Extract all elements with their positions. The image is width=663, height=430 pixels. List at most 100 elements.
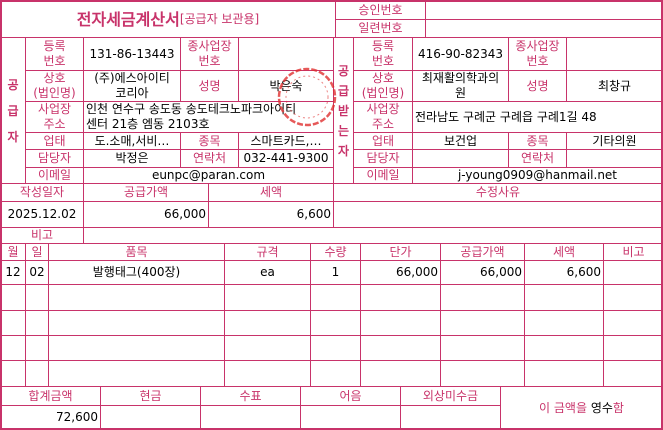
item-cell [310,310,361,336]
side-char: 자 [337,143,350,158]
side-char: 급 [7,103,19,118]
receiver-subno-label: 종사업장 번호 [508,37,567,71]
supplier-company-label: 상호 (법인명) [25,70,84,102]
receipt-statement: 이 금액을 영수 함 [500,386,663,430]
item-cell [524,310,604,336]
item-cell [25,360,49,387]
item-cell [440,335,525,361]
receiver-phone-label: 연락처 [508,149,567,168]
items-header-cell: 규격 [224,243,311,261]
receiver-phone [566,149,663,168]
item-cell: 12 [0,260,26,285]
item-cell [603,284,663,311]
summary-header-tax: 세액 [208,183,334,202]
total-amount: 72,600 [0,405,101,430]
check-header: 수표 [200,386,301,406]
supply-amount: 66,000 [83,201,209,228]
cash-header: 현금 [100,386,201,406]
receiver-company: 최재활의학과의 원 [412,70,509,102]
item-cell [440,284,525,311]
receiver-bizitem-label: 종목 [508,132,567,150]
item-cell [25,335,49,361]
item-cell [360,335,441,361]
receiver-company-label: 상호 (법인명) [353,70,413,102]
items-header-cell: 일 [25,243,49,261]
item-cell [310,284,361,311]
invoice-title: 전자세금계산서 [공급자 보관용] [0,0,336,38]
item-cell [0,335,26,361]
supplier-company: (주)에스아이티 코리아 [83,70,181,102]
item-cell: 6,600 [524,260,604,285]
receiver-biz-type: 보건업 [412,132,509,150]
item-cell [603,360,663,387]
items-header-cell: 세액 [524,243,604,261]
receiver-email-label: 이메일 [353,167,413,184]
items-header-cell: 품목 [48,243,225,261]
receiver-contact-label: 담당자 [353,149,413,168]
receiver-address-label: 사업장 주소 [353,101,413,133]
items-header-cell: 월 [0,243,26,261]
item-cell [0,310,26,336]
item-cell [310,360,361,387]
item-cell [524,284,604,311]
receipt-prefix: 이 금액을 [539,400,591,415]
title-text: 전자세금계산서 [76,9,180,29]
item-cell [224,310,311,336]
side-char: 받 [337,103,350,118]
supplier-phone-label: 연락처 [180,149,239,168]
receiver-reg-label: 등록 번호 [353,37,413,71]
supplier-bizitem-label: 종목 [180,132,239,150]
note-label: 비고 [0,227,84,244]
serial-label: 일련번호 [335,19,426,38]
item-cell [603,260,663,285]
item-cell [224,335,311,361]
note-bill-amount [300,405,401,430]
credit-header: 외상미수금 [400,386,501,406]
summary-header-supply: 공급가액 [83,183,209,202]
supplier-biz-item: 스마트카드,… [238,132,334,150]
item-cell [0,284,26,311]
receiver-address: 전라남도 구례군 구례읍 구례1길 48 [412,101,663,133]
credit-amount [400,405,501,430]
supplier-contact: 박정은 [83,149,181,168]
item-cell [603,335,663,361]
side-char: 공 [7,77,19,92]
issue-date: 2025.12.02 [0,201,84,228]
receiver-contact [412,149,509,168]
item-cell [0,360,26,387]
receiver-name-label: 성명 [508,70,567,102]
items-header-cell: 공급가액 [440,243,525,261]
approval-label: 승인번호 [335,0,426,20]
item-cell [25,310,49,336]
supplier-email-label: 이메일 [25,167,84,184]
item-cell: 발행태그(400장) [48,260,225,285]
item-cell [360,284,441,311]
receipt-suffix: 함 [612,400,624,415]
supplier-email: eunpc@paran.com [83,167,334,184]
item-cell: 66,000 [440,260,525,285]
summary-header-date: 작성일자 [0,183,84,202]
item-cell: 02 [25,260,49,285]
receiver-biztype-label: 업태 [353,132,413,150]
item-cell [440,310,525,336]
item-cell [48,310,225,336]
item-cell [48,335,225,361]
tax-amount: 6,600 [208,201,334,228]
check-amount [200,405,301,430]
receiver-name: 최창규 [566,70,663,102]
subtitle-text: [공급자 보관용] [179,11,260,26]
item-cell [48,284,225,311]
summary-header-reason: 수정사유 [333,183,663,202]
serial-value [425,19,663,38]
item-cell [524,335,604,361]
item-cell [310,335,361,361]
item-cell [360,360,441,387]
item-cell [603,310,663,336]
note-value [83,227,663,244]
cash-amount [100,405,201,430]
side-char: 는 [337,123,350,138]
total-header: 합계금액 [0,386,101,406]
item-cell [524,360,604,387]
